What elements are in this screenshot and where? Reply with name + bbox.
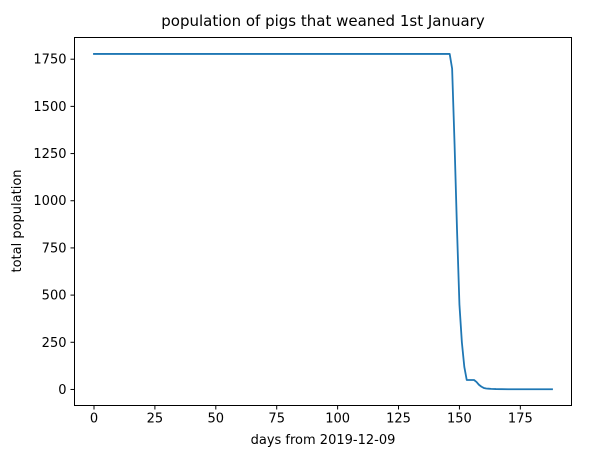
- series-layer: [93, 53, 553, 391]
- x-tick-label: 100: [325, 412, 350, 427]
- y-tick-label: 1500: [33, 100, 66, 115]
- x-tick-label: 150: [447, 412, 472, 427]
- y-tick-label: 1000: [33, 194, 66, 209]
- x-tick-label: 0: [90, 412, 98, 427]
- y-tick-label: 750: [42, 241, 67, 256]
- y-axis-label: total population: [10, 169, 25, 272]
- y-tick-label: 1250: [33, 147, 66, 162]
- x-tick-label: 175: [508, 412, 533, 427]
- x-axis-label: days from 2019-12-09: [251, 433, 396, 448]
- y-tick-label: 250: [42, 336, 67, 351]
- series-line-0: [93, 53, 553, 391]
- x-tick-label: 25: [147, 412, 164, 427]
- y-tick-label: 0: [58, 383, 66, 398]
- x-tick-label: 50: [208, 412, 225, 427]
- x-tick-label: 75: [268, 412, 285, 427]
- x-axis-ticks: 0 25 50 75 100 125 150 175: [90, 405, 533, 427]
- plot-frame: [74, 37, 572, 406]
- x-tick-label: 125: [386, 412, 411, 427]
- chart-title: population of pigs that weaned 1st Janua…: [161, 12, 485, 30]
- y-axis-ticks: 0 250 500 750 1000 1250 1500 1750: [33, 53, 75, 398]
- y-tick-label: 1750: [33, 53, 66, 68]
- y-tick-label: 500: [42, 289, 67, 304]
